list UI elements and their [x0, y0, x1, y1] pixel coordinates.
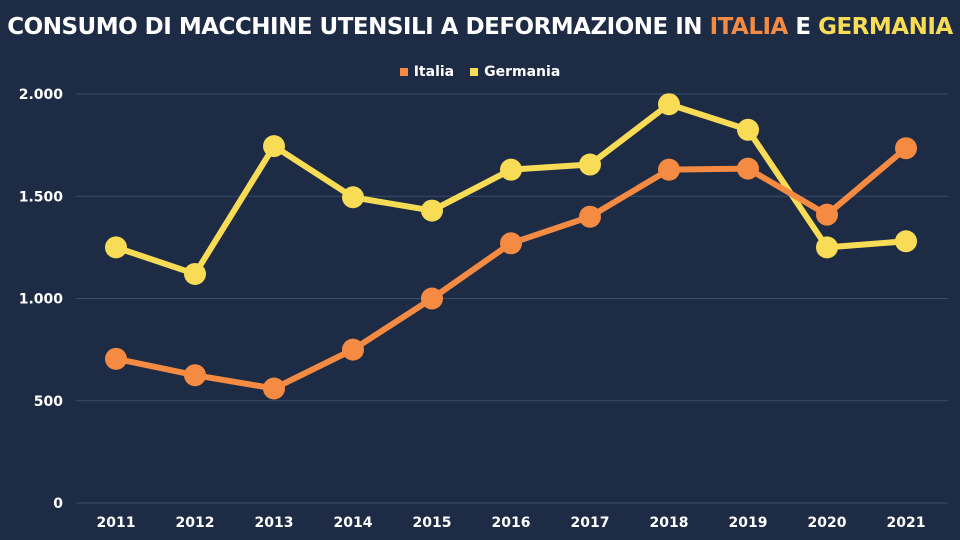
data-point-italia — [342, 338, 364, 361]
data-point-italia — [500, 232, 522, 255]
data-point-italia — [579, 205, 601, 228]
chart-title: CONSUMO DI MACCHINE UTENSILI A DEFORMAZI… — [0, 14, 960, 40]
data-point-germania — [342, 186, 364, 209]
y-tick-label: 500 — [34, 394, 63, 410]
title-joiner: E — [787, 14, 819, 40]
data-point-germania — [421, 199, 443, 222]
x-tick-label: 2015 — [413, 515, 452, 531]
data-point-germania — [737, 118, 759, 141]
x-tick-label: 2019 — [729, 515, 768, 531]
x-tick-label: 2011 — [97, 515, 136, 531]
data-point-italia — [421, 287, 443, 310]
title-prefix: CONSUMO DI MACCHINE UTENSILI A DEFORMAZI… — [7, 14, 710, 40]
legend-swatch-italia — [399, 68, 408, 76]
data-point-germania — [658, 93, 680, 116]
x-tick-label: 2020 — [808, 515, 847, 531]
legend-label-italia: Italia — [413, 64, 455, 80]
data-point-italia — [658, 158, 680, 181]
data-point-italia — [816, 203, 838, 226]
data-point-germania — [263, 135, 285, 158]
title-germania: GERMANIA — [818, 14, 953, 40]
data-point-germania — [579, 153, 601, 176]
data-point-italia — [737, 157, 759, 180]
legend-swatch-germania — [470, 68, 479, 76]
y-tick-label: 2.000 — [19, 87, 64, 103]
x-tick-label: 2016 — [492, 515, 531, 531]
data-point-italia — [895, 137, 917, 160]
x-tick-label: 2013 — [255, 515, 294, 531]
y-tick-label: 1.000 — [19, 292, 64, 308]
y-tick-label: 0 — [53, 496, 63, 512]
x-tick-label: 2021 — [887, 515, 926, 531]
data-point-italia — [263, 377, 285, 400]
data-point-germania — [500, 158, 522, 181]
legend: Italia Germania — [0, 64, 960, 80]
data-point-germania — [105, 236, 127, 259]
data-point-germania — [816, 236, 838, 259]
x-tick-label: 2018 — [650, 515, 689, 531]
legend-label-germania: Germania — [484, 64, 561, 80]
x-tick-label: 2012 — [176, 515, 215, 531]
data-point-germania — [895, 230, 917, 253]
data-point-germania — [184, 262, 206, 285]
legend-item-italia: Italia — [399, 64, 455, 80]
data-point-italia — [105, 347, 127, 370]
legend-item-germania: Germania — [470, 64, 560, 80]
data-point-italia — [184, 364, 206, 387]
x-tick-label: 2017 — [571, 515, 610, 531]
y-tick-label: 1.500 — [19, 189, 64, 205]
title-italia: ITALIA — [709, 14, 789, 40]
x-tick-label: 2014 — [334, 515, 373, 531]
